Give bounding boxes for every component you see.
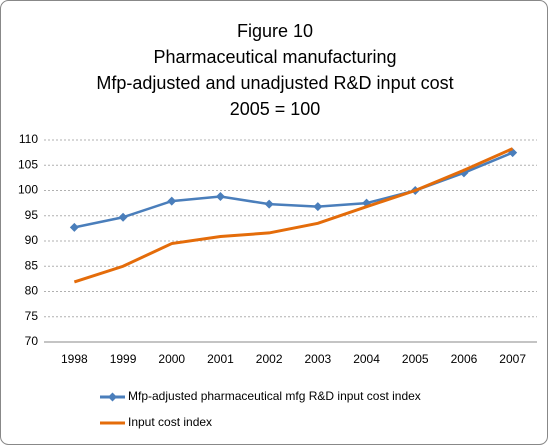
x-tick-label: 2004 bbox=[353, 352, 380, 366]
data-point bbox=[508, 148, 518, 158]
y-tick-label: 75 bbox=[25, 309, 39, 323]
data-point bbox=[313, 202, 323, 212]
x-tick-label: 2003 bbox=[304, 352, 331, 366]
chart-title: Figure 10 bbox=[237, 21, 313, 41]
x-tick-label: 2001 bbox=[207, 352, 234, 366]
y-tick-label: 80 bbox=[25, 284, 39, 298]
legend-label: Mfp-adjusted pharmaceutical mfg R&D inpu… bbox=[128, 389, 421, 403]
data-point bbox=[118, 212, 128, 222]
y-tick-label: 105 bbox=[18, 157, 38, 171]
y-tick-label: 110 bbox=[19, 132, 38, 146]
chart-title: 2005 = 100 bbox=[230, 99, 321, 119]
chart-title: Pharmaceutical manufacturing bbox=[153, 47, 396, 67]
y-tick-label: 85 bbox=[25, 258, 39, 272]
chart-title: Mfp-adjusted and unadjusted R&D input co… bbox=[96, 73, 453, 93]
x-tick-label: 2007 bbox=[499, 352, 526, 366]
legend-label: Input cost index bbox=[128, 415, 212, 429]
y-tick-label: 95 bbox=[25, 208, 39, 222]
data-point bbox=[215, 192, 225, 202]
data-point bbox=[69, 222, 79, 232]
x-tick-label: 2002 bbox=[256, 352, 283, 366]
legend-marker bbox=[108, 392, 117, 402]
y-tick-label: 100 bbox=[18, 183, 38, 197]
data-point bbox=[264, 199, 274, 209]
y-tick-label: 90 bbox=[25, 233, 39, 247]
x-tick-label: 1998 bbox=[61, 352, 88, 366]
y-tick-label: 70 bbox=[25, 334, 39, 348]
x-tick-label: 2006 bbox=[451, 352, 478, 366]
x-tick-label: 1999 bbox=[110, 352, 137, 366]
data-point bbox=[167, 196, 177, 206]
x-tick-label: 2005 bbox=[402, 352, 429, 366]
x-tick-label: 2000 bbox=[158, 352, 185, 366]
series-line bbox=[73, 147, 514, 284]
